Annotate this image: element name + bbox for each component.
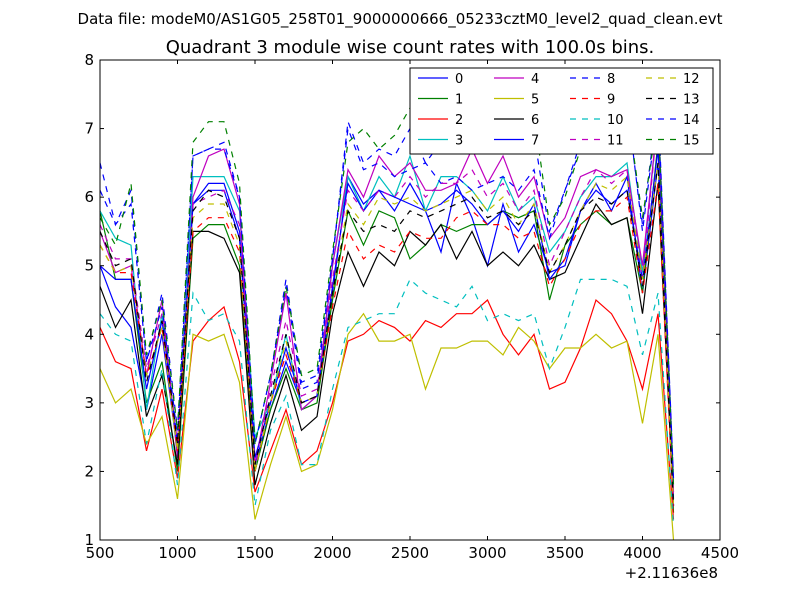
y-tick-label: 6 bbox=[84, 188, 94, 206]
plot-lines bbox=[99, 99, 675, 541]
x-tick-label: 4000 bbox=[623, 544, 661, 562]
legend-label-2: 2 bbox=[455, 113, 463, 128]
x-tick-label: 2000 bbox=[313, 544, 351, 562]
y-tick-label: 3 bbox=[84, 394, 94, 412]
legend-label-9: 9 bbox=[607, 93, 615, 108]
x-tick-label: 4500 bbox=[701, 544, 739, 562]
series-line-4 bbox=[99, 114, 675, 493]
y-tick-label: 2 bbox=[84, 462, 94, 480]
legend-label-13: 13 bbox=[683, 93, 700, 108]
x-offset-label: +2.11636e8 bbox=[625, 564, 718, 582]
x-tick-label: 3000 bbox=[468, 544, 506, 562]
figure-suptitle: Data file: modeM0/AS1G05_258T01_90000006… bbox=[77, 10, 723, 28]
series-line-13 bbox=[99, 162, 675, 506]
y-tick-label: 7 bbox=[84, 120, 94, 138]
series-line-1 bbox=[99, 142, 675, 513]
axis-ticks: 500 1000 1500 2000 2500 3000 3500 4000 450012345… bbox=[84, 51, 739, 562]
series-line-6 bbox=[99, 183, 675, 506]
y-tick-label: 8 bbox=[84, 51, 94, 69]
legend-label-12: 12 bbox=[683, 72, 700, 87]
legend-label-0: 0 bbox=[455, 72, 463, 87]
legend-label-7: 7 bbox=[531, 134, 539, 149]
legend-label-14: 14 bbox=[683, 113, 700, 128]
series-line-11 bbox=[99, 114, 675, 499]
legend-label-11: 11 bbox=[607, 134, 624, 149]
x-tick-label: 1000 bbox=[158, 544, 196, 562]
x-tick-label: 1500 bbox=[236, 544, 274, 562]
legend-label-6: 6 bbox=[531, 113, 539, 128]
series-line-12 bbox=[99, 162, 675, 506]
legend-label-3: 3 bbox=[455, 134, 463, 149]
legend-label-15: 15 bbox=[683, 134, 700, 149]
y-tick-label: 1 bbox=[84, 531, 94, 549]
legend-label-10: 10 bbox=[607, 113, 624, 128]
legend-label-1: 1 bbox=[455, 93, 463, 108]
x-tick-label: 500 bbox=[86, 544, 115, 562]
series-line-8 bbox=[99, 99, 675, 479]
x-tick-label: 2500 bbox=[391, 544, 429, 562]
plot-title: Quadrant 3 module wise count rates with … bbox=[165, 37, 655, 58]
series-line-5 bbox=[99, 312, 675, 541]
series-line-15 bbox=[99, 106, 675, 486]
legend-label-5: 5 bbox=[531, 93, 539, 108]
legend-label-8: 8 bbox=[607, 72, 615, 87]
series-line-2 bbox=[99, 298, 675, 520]
y-tick-label: 5 bbox=[84, 257, 94, 275]
series-line-14 bbox=[99, 101, 675, 479]
y-tick-label: 4 bbox=[84, 325, 94, 343]
x-tick-label: 3500 bbox=[546, 544, 584, 562]
legend-label-4: 4 bbox=[531, 72, 539, 87]
